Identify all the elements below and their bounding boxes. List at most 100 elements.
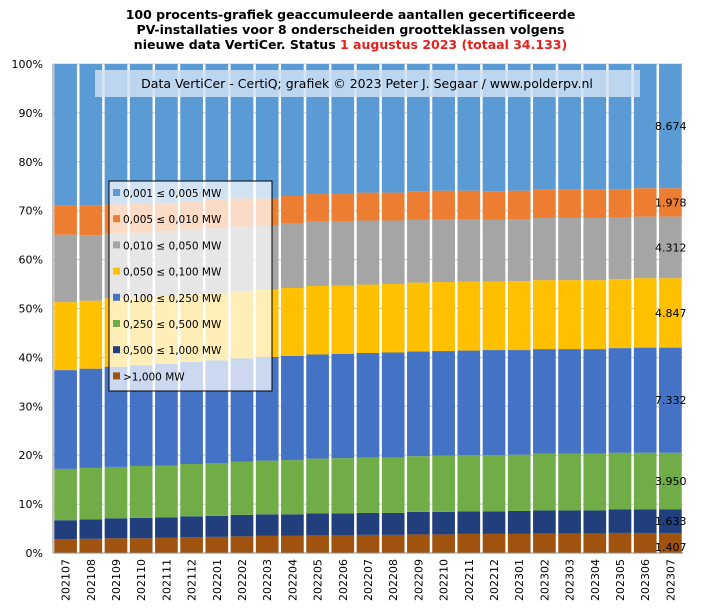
- bar-segment: [583, 349, 607, 454]
- bar-segment: [104, 538, 128, 553]
- bar-segment: [306, 535, 329, 553]
- bar-segment: [583, 533, 607, 553]
- bar-segment: [79, 300, 103, 369]
- last-value-label: 1.978: [655, 196, 687, 209]
- bar-segment: [129, 538, 153, 553]
- bar-segment: [457, 350, 481, 456]
- bar-segment: [306, 221, 329, 287]
- bar-segment: [507, 533, 531, 553]
- bar-segment: [281, 535, 304, 553]
- y-tick-label: 100%: [12, 58, 43, 71]
- legend-swatch: [113, 267, 120, 275]
- bar-segment: [306, 354, 329, 459]
- bar-segment: [633, 347, 657, 453]
- last-value-label: 4.847: [655, 307, 687, 320]
- bar-segment: [457, 511, 481, 534]
- bar-segment: [54, 468, 77, 521]
- bar-segment: [331, 194, 355, 222]
- bar-segment: [583, 280, 607, 350]
- x-tick-label: 202111: [160, 559, 173, 601]
- bar-segment: [558, 453, 581, 511]
- bar-segment: [457, 533, 481, 553]
- last-value-label: 3.950: [655, 475, 687, 488]
- last-value-label: 1.407: [655, 541, 687, 554]
- legend-entry-label: 0,500 ≤ 1,000 MW: [123, 345, 222, 357]
- last-value-labels: 1.407 1.633 3.950 7.332 4.847 4.312 1.978 8.674: [655, 120, 687, 554]
- bar-segment: [608, 189, 632, 218]
- bar-segment: [608, 532, 632, 553]
- bar-segment: [608, 279, 632, 349]
- title-line-3-text: nieuwe data VertiCer. Status: [133, 37, 336, 52]
- bar-segment: [482, 191, 506, 220]
- bar-segment: [407, 351, 430, 457]
- bar-segment: [633, 532, 657, 553]
- x-tick-label: 202307: [664, 559, 677, 601]
- bar-segment: [608, 348, 632, 453]
- bar-segment: [356, 284, 380, 353]
- bar-segment: [381, 220, 405, 285]
- bar-segment: [507, 454, 531, 511]
- bar-segment: [54, 539, 77, 553]
- bar-segment: [482, 281, 506, 351]
- bar-segment: [255, 514, 279, 536]
- x-tick-label: 202203: [261, 559, 274, 601]
- bar-segment: [507, 190, 531, 220]
- bar-segment: [306, 513, 329, 536]
- last-value-label: 7.332: [655, 394, 687, 407]
- bar-segment: [659, 216, 682, 279]
- bar-segment: [482, 511, 506, 534]
- y-tick-label: 30%: [19, 400, 43, 413]
- title-line-3: nieuwe data VertiCer. Status 1 augustus …: [0, 37, 701, 52]
- bar-segment: [255, 460, 279, 515]
- bar-segment: [180, 464, 203, 517]
- y-tick-label: 10%: [19, 498, 43, 511]
- x-tick-label: 202306: [639, 559, 652, 601]
- bar-segment: [457, 455, 481, 512]
- bar-segment: [381, 512, 405, 535]
- bar-segment: [79, 64, 103, 206]
- bar-segment: [407, 511, 430, 535]
- bar-segment: [104, 518, 128, 539]
- bar-segment: [230, 536, 254, 553]
- x-tick-label: 202201: [211, 559, 224, 601]
- bar-segment: [281, 514, 304, 536]
- x-tick-label: 202204: [286, 559, 299, 601]
- bar-segment: [281, 355, 304, 461]
- bar-segment: [381, 352, 405, 458]
- bar-segment: [633, 452, 657, 510]
- bar-segment: [356, 352, 380, 458]
- legend-swatch: [113, 189, 120, 196]
- bar-segment: [608, 509, 632, 533]
- bar-segment: [281, 460, 304, 515]
- bar-segment: [79, 467, 103, 520]
- bar-segment: [155, 537, 178, 553]
- bar-segment: [482, 350, 506, 456]
- bar-segment: [482, 219, 506, 282]
- bar-segment: [482, 533, 506, 553]
- bar-segment: [104, 366, 128, 467]
- bar-segment: [331, 535, 355, 553]
- bar-segment: [281, 287, 304, 356]
- legend-swatch: [113, 215, 120, 223]
- bar-segment: [306, 194, 329, 222]
- bar-segment: [281, 223, 304, 288]
- bar-segment: [533, 218, 556, 281]
- title-line-2: PV-installaties voor 8 onderscheiden gro…: [136, 22, 565, 37]
- bar-segment: [79, 519, 103, 539]
- bar-segment: [205, 64, 229, 200]
- bar-segment: [659, 347, 682, 453]
- bar-segment: [482, 455, 506, 512]
- bar-segment: [281, 196, 304, 224]
- legend-swatch: [113, 346, 120, 354]
- x-tick-label: 202108: [85, 559, 98, 601]
- bar-segment: [533, 280, 556, 350]
- bar-segment: [533, 510, 556, 534]
- legend-entry-label: 0,050 ≤ 0,100 MW: [123, 267, 222, 279]
- x-tick-label: 202303: [564, 559, 577, 601]
- bar-segment: [633, 216, 657, 279]
- y-tick-label: 70%: [19, 205, 43, 218]
- bar-segment: [381, 192, 405, 221]
- x-tick-label: 202202: [236, 559, 249, 601]
- bar-segment: [79, 235, 103, 301]
- bar-segment: [180, 537, 203, 553]
